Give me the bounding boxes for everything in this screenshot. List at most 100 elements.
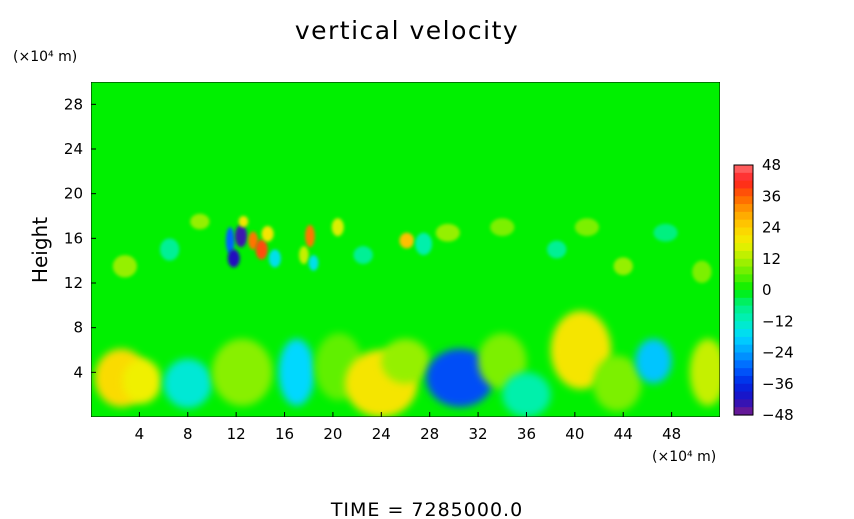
plot-area xyxy=(91,82,720,417)
colorbar-tick-label: 24 xyxy=(762,219,781,237)
colorbar-segment xyxy=(734,407,753,416)
heatmap-cell xyxy=(415,232,433,256)
colorbar-tick-label: 48 xyxy=(762,156,781,174)
heatmap-cell xyxy=(211,338,273,406)
colorbar-segment xyxy=(734,204,753,213)
y-tick-label: 16 xyxy=(64,229,83,247)
colorbar-segment xyxy=(734,235,753,244)
heatmap-cell xyxy=(435,223,460,242)
heatmap-cell xyxy=(426,348,494,407)
heatmap-cell xyxy=(308,255,319,271)
y-tick-label: 12 xyxy=(64,274,83,292)
colorbar-segment xyxy=(734,352,753,361)
colorbar-segment xyxy=(734,360,753,369)
colorbar-segment xyxy=(734,313,753,322)
heatmap-cell xyxy=(692,260,712,284)
colorbar-segment xyxy=(734,305,753,315)
y-axis-label: Height xyxy=(28,217,52,283)
colorbar-tick-label: 12 xyxy=(762,250,781,268)
colorbar-segment xyxy=(734,297,753,307)
y-tick-label: 8 xyxy=(73,319,83,337)
x-tick-label: 12 xyxy=(227,425,246,443)
colorbar-segment xyxy=(734,165,753,174)
heatmap-cell xyxy=(122,358,162,404)
colorbar-tick-label: 0 xyxy=(762,281,772,299)
chart-title: vertical velocity xyxy=(295,16,519,45)
colorbar-segment xyxy=(734,274,753,283)
heatmap-cell xyxy=(278,338,315,406)
colorbar-segment xyxy=(734,336,753,346)
x-tick-label: 20 xyxy=(323,425,342,443)
x-tick-label: 28 xyxy=(420,425,439,443)
colorbar-frame xyxy=(733,164,754,416)
heatmap-cell xyxy=(478,333,527,390)
colorbar-segment xyxy=(734,227,753,236)
heatmap-cell xyxy=(381,338,430,384)
heatmap-cell xyxy=(399,232,414,249)
colorbar-tick-label: −48 xyxy=(762,406,794,424)
heatmap-cell xyxy=(490,218,515,237)
x-tick-label: 36 xyxy=(517,425,536,443)
y-axis-unit-label: (×10⁴ m) xyxy=(13,49,77,65)
x-axis-unit-label: (×10⁴ m) xyxy=(652,449,716,465)
colorbar-segment xyxy=(734,329,753,338)
heatmap-cell xyxy=(159,238,180,261)
x-tick-label: 4 xyxy=(135,425,145,443)
colorbar-segment xyxy=(734,258,753,268)
heatmap-cell xyxy=(299,246,309,265)
y-tick-label: 24 xyxy=(64,140,83,158)
colorbar-segment xyxy=(734,219,753,229)
heatmap-cell xyxy=(255,239,268,260)
colorbar-segment xyxy=(734,344,753,354)
heatmap-cell xyxy=(689,338,720,406)
colorbar-segment xyxy=(734,399,753,408)
heatmap-cell xyxy=(550,310,612,390)
colorbar-tick-label: 36 xyxy=(762,187,781,205)
heatmap-cell xyxy=(613,257,633,276)
colorbar-segment xyxy=(734,321,753,330)
x-tick-label: 32 xyxy=(469,425,488,443)
heatmap-cell xyxy=(574,218,600,237)
heatmap-cell xyxy=(331,218,344,237)
colorbar-segment xyxy=(734,180,753,190)
colorbar-segment xyxy=(734,211,753,221)
heatmap-cell xyxy=(227,249,240,268)
colorbar-segment xyxy=(734,188,753,197)
heatmap-cell xyxy=(305,224,315,248)
colorbar-segment xyxy=(734,196,753,205)
colorbar-segment xyxy=(734,368,753,377)
y-tick-label: 20 xyxy=(64,185,83,203)
colorbar-segment xyxy=(734,282,753,291)
colorbar-tick-label: −36 xyxy=(762,375,794,393)
heatmap-cell xyxy=(653,223,678,242)
colorbar-segment xyxy=(734,243,753,252)
heatmap-cell xyxy=(592,355,642,412)
colorbar-segment xyxy=(734,290,753,299)
time-readout: TIME = 7285000.0 xyxy=(330,499,523,519)
heatmap-cell xyxy=(112,255,137,278)
colorbar-tick-label: −12 xyxy=(762,312,794,330)
x-tick-label: 44 xyxy=(614,425,633,443)
x-tick-label: 48 xyxy=(662,425,681,443)
colorbar-segment xyxy=(734,250,753,260)
heatmap-cell xyxy=(225,227,235,254)
heatmap-cell xyxy=(163,358,212,409)
heatmap-cell xyxy=(248,231,258,250)
heatmap-cell xyxy=(238,216,249,228)
x-axis: 4 8 12 16 20 24 28 32 36 40 44 48 xyxy=(135,412,681,443)
heatmap-cell xyxy=(234,224,248,248)
heatmap-cell xyxy=(635,338,672,384)
colorbar-segment xyxy=(734,375,753,385)
colorbar-segment xyxy=(734,391,753,400)
heatmap-cell xyxy=(547,240,567,259)
colorbar-segment xyxy=(734,266,753,275)
x-tick-label: 8 xyxy=(183,425,193,443)
heatmap-cell xyxy=(261,226,274,242)
x-tick-label: 24 xyxy=(372,425,391,443)
colorbar-tick-label: −24 xyxy=(762,344,794,362)
heatmap-cell xyxy=(353,246,373,265)
y-axis: 4 8 12 16 20 24 28 xyxy=(64,95,96,381)
y-tick-label: 28 xyxy=(64,95,83,113)
colorbar: 48 36 24 12 0 −12 −24 −36 −48 xyxy=(733,156,794,424)
